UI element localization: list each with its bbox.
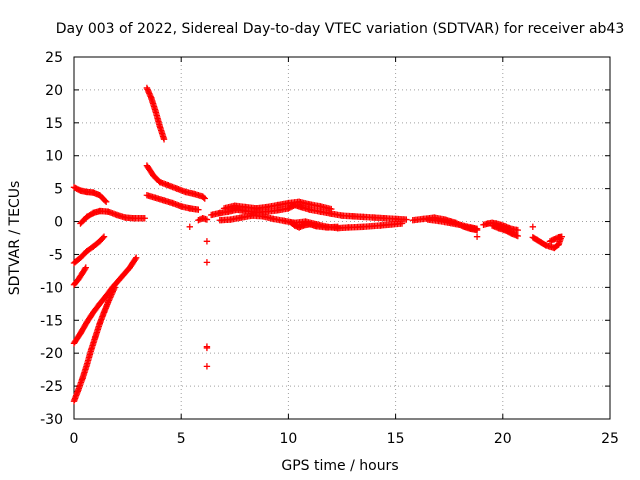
- data-point: [551, 236, 558, 243]
- data-point: [473, 225, 481, 232]
- x-tick-label: 10: [279, 431, 297, 447]
- data-point: [203, 259, 211, 266]
- data-point: [514, 232, 522, 240]
- x-tick-label: 20: [494, 431, 512, 447]
- data-point: [195, 217, 202, 224]
- data-point: [546, 238, 554, 245]
- data-point: [203, 238, 211, 245]
- data-point: [100, 233, 108, 240]
- series-band-dip: [287, 219, 341, 231]
- y-tick-label: -5: [49, 247, 63, 263]
- data-point: [473, 233, 481, 240]
- data-point: [111, 284, 118, 291]
- data-point: [200, 194, 207, 201]
- data-point: [201, 195, 208, 202]
- y-tick-label: 10: [45, 149, 63, 165]
- y-tick-label: -10: [40, 280, 63, 296]
- plot-frame: [73, 56, 611, 420]
- chart-title: Day 003 of 2022, Sidereal Day-to-day VTE…: [56, 21, 625, 37]
- data-point: [160, 136, 168, 143]
- data-point: [141, 215, 148, 222]
- data-point: [99, 234, 107, 242]
- data-point: [558, 233, 565, 240]
- series-band-upper: [220, 198, 335, 213]
- data-point: [82, 264, 89, 271]
- data-point: [195, 206, 202, 213]
- y-tick-label: -20: [40, 346, 63, 362]
- y-tick-label: -25: [40, 379, 63, 395]
- data-point: [291, 222, 299, 229]
- y-tick-label: -15: [40, 313, 63, 329]
- series-arc-i: [143, 192, 202, 213]
- data-point: [549, 236, 557, 244]
- series-arc-k: [480, 219, 522, 234]
- data-point: [132, 254, 140, 261]
- data-point: [81, 265, 89, 273]
- y-tick-label: 25: [45, 50, 63, 66]
- data-point: [101, 197, 109, 204]
- data-point: [529, 223, 537, 231]
- data-point: [295, 224, 303, 231]
- y-tick-label: 5: [54, 182, 63, 198]
- series-band-late-2: [424, 216, 481, 232]
- grid-lines: [74, 57, 610, 419]
- series-arc-n: [546, 233, 565, 245]
- y-tick-label: 15: [45, 116, 63, 132]
- series-arc-j: [195, 215, 211, 224]
- y-tick-label: -30: [40, 412, 63, 428]
- x-axis-label: GPS time / hours: [281, 458, 398, 474]
- data-points: [70, 84, 565, 405]
- data-point: [293, 222, 300, 230]
- y-tick-label: 20: [45, 83, 63, 99]
- series-arc-g: [143, 84, 168, 143]
- series-isolated-2: [473, 223, 537, 240]
- series-arc-f: [70, 284, 118, 405]
- y-tick-label: 0: [54, 215, 63, 231]
- data-point: [548, 237, 555, 244]
- axis-ticks: 0 5 10 15 20 25 -30 -25 -20 -15 -10 -5 0 5 10 15 20 25: [40, 50, 619, 447]
- data-point: [203, 216, 211, 223]
- data-point: [297, 223, 304, 231]
- data-point: [398, 220, 406, 227]
- data-point: [203, 344, 211, 352]
- series-arc-e: [70, 254, 140, 347]
- series-arc-d: [70, 264, 89, 288]
- data-point: [203, 363, 211, 370]
- series-arc-b: [77, 207, 148, 227]
- series-arc-l: [488, 222, 522, 240]
- data-point: [102, 198, 110, 205]
- data-point: [132, 255, 139, 263]
- series-arc-h: [143, 162, 208, 202]
- x-tick-label: 0: [70, 431, 79, 447]
- x-tick-label: 25: [601, 431, 619, 447]
- data-point: [403, 216, 410, 223]
- x-tick-label: 5: [177, 431, 186, 447]
- data-point: [334, 223, 341, 231]
- data-point: [186, 223, 193, 231]
- data-point: [328, 205, 335, 213]
- data-point: [196, 216, 203, 223]
- series-arc-a: [70, 184, 110, 205]
- y-axis-label: SDTVAR / TECUs: [7, 181, 23, 296]
- data-point: [552, 235, 559, 242]
- x-tick-label: 15: [387, 431, 405, 447]
- data-point: [514, 226, 522, 234]
- series-isolated-1: [186, 223, 211, 370]
- series-arc-c: [70, 233, 108, 267]
